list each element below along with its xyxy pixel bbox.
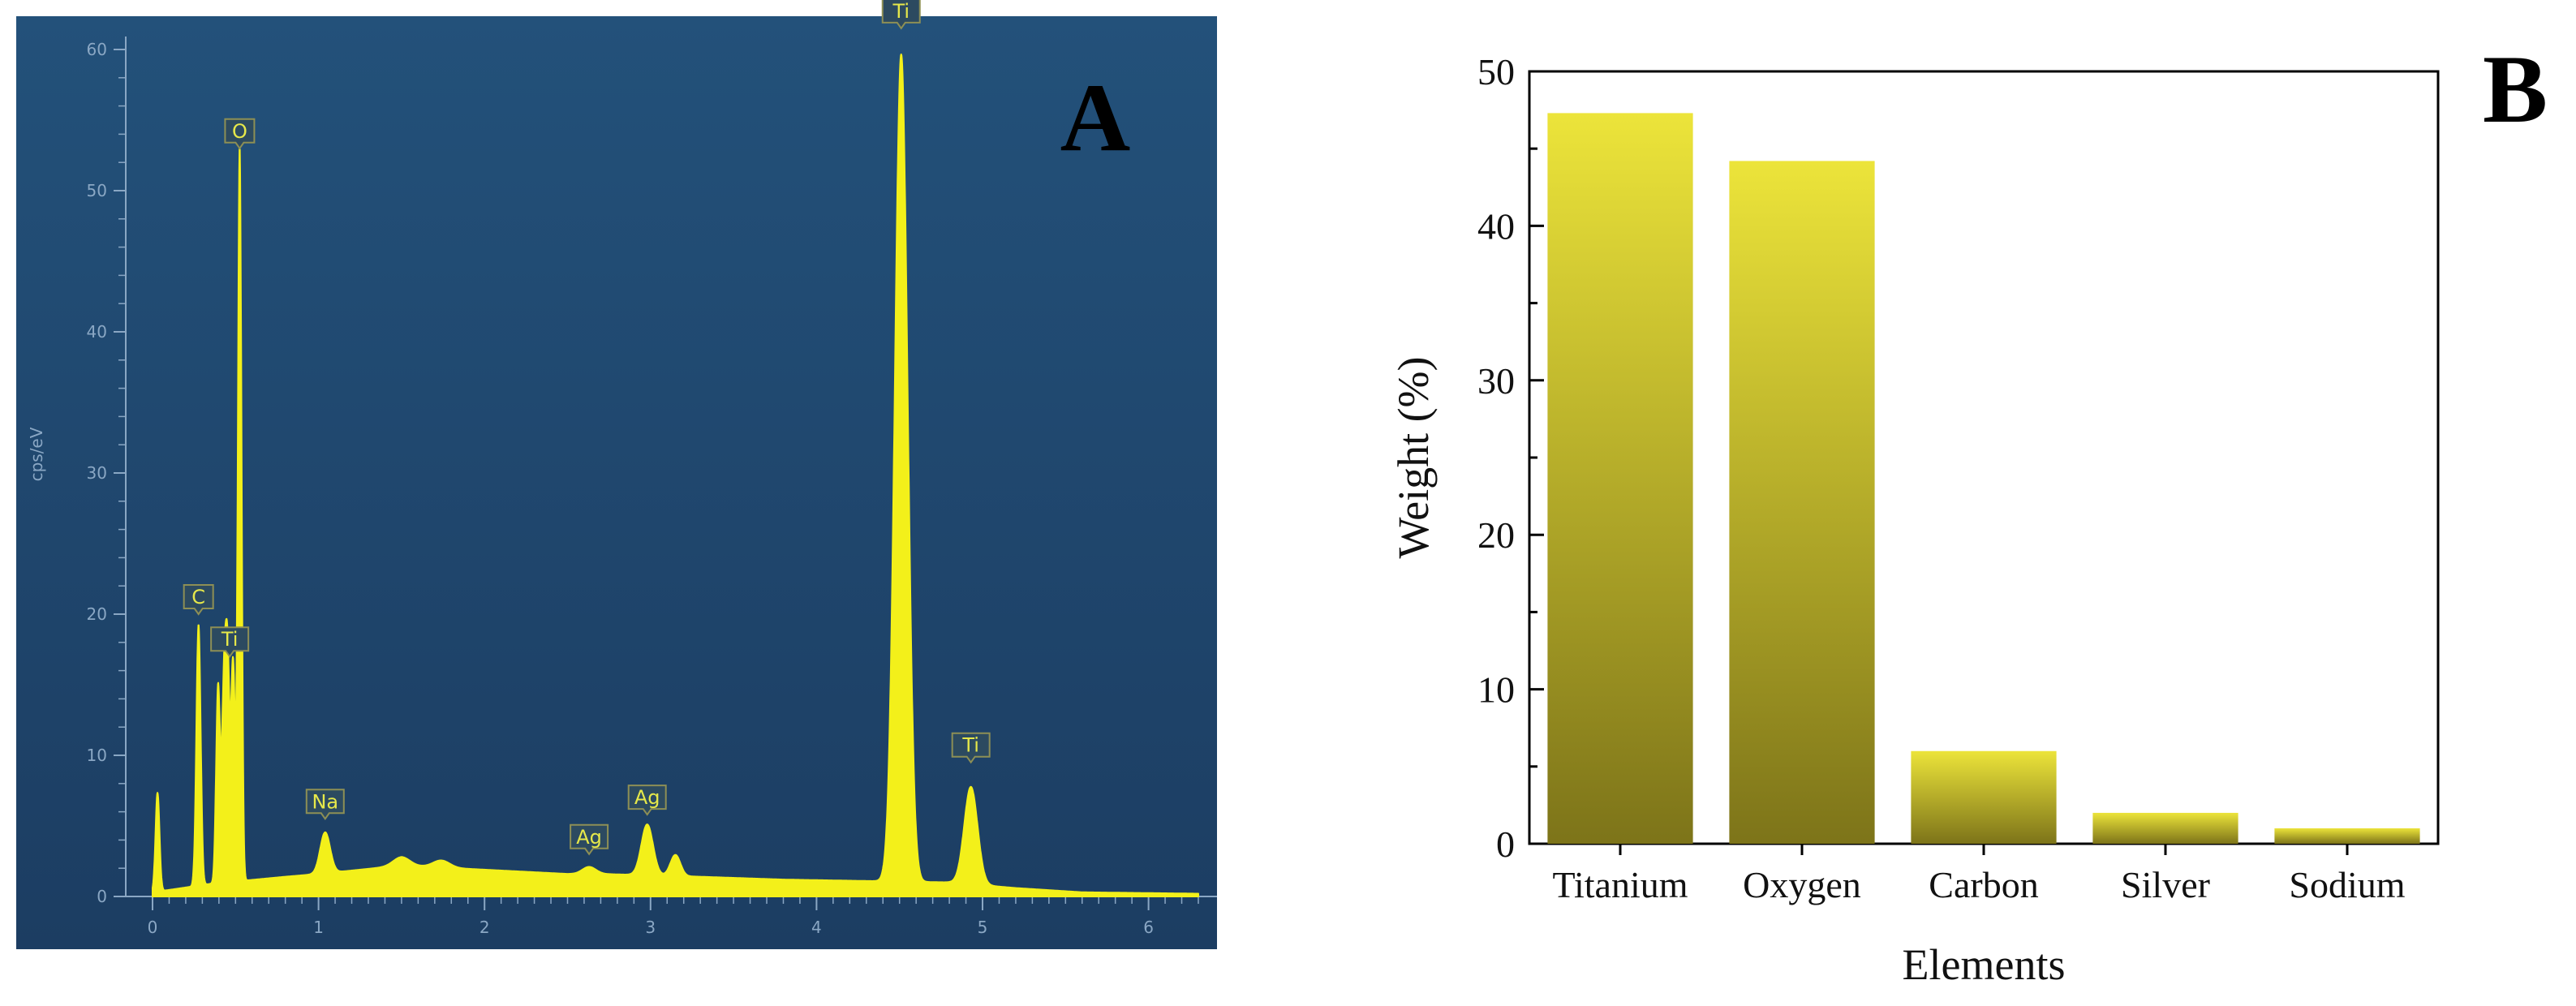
eds-peak-label-box	[210, 626, 250, 658]
eds-peak-label-text: Na	[312, 790, 338, 813]
eds-peak-label-text: Ti	[892, 0, 910, 23]
eds-x-tick-label: 2	[480, 918, 490, 937]
eds-y-ticks: 0 10 20 30 40 50 60	[87, 40, 126, 906]
eds-peak-label-box	[881, 0, 921, 30]
eds-peak-label-box	[627, 785, 667, 816]
eds-peak-label-box	[951, 732, 991, 764]
eds-peak-label-text: O	[232, 120, 247, 143]
eds-y-tick-label: 0	[97, 887, 107, 906]
eds-x-tick-label: 4	[811, 918, 822, 937]
eds-x-tick-label: 3	[645, 918, 656, 937]
bar-y-tick-label: 30	[1477, 360, 1515, 402]
eds-peak-label-ti: Ti	[951, 732, 991, 764]
eds-y-axis-label: cps/eV	[27, 427, 46, 481]
bar-y-ticks: 0 10 20 30 40 50	[1477, 51, 1544, 865]
eds-peak-label-text: Ti	[221, 628, 239, 651]
bar-y-tick-label: 0	[1496, 823, 1515, 865]
bar-sodium	[2274, 828, 2420, 844]
bar-y-axis-title: Weight (%)	[1389, 356, 1438, 558]
eds-peak-label-na: Na	[305, 789, 345, 821]
bar-y-tick-label: 20	[1477, 514, 1515, 556]
eds-y-tick-label: 30	[87, 463, 107, 483]
eds-peak-label-text: C	[191, 586, 205, 608]
eds-peak-label-box	[305, 789, 345, 821]
eds-x-ticks: 0 1 2 3 4 5 6	[148, 896, 1199, 937]
weight-bar-chart-panel: 0 10 20 30 40 50 Titanium Oxygen Carbon Silver So…	[1389, 35, 2548, 989]
bar-y-tick-label: 40	[1477, 205, 1515, 247]
eds-peak-label-ag: Ag	[627, 785, 667, 816]
eds-x-tick-label: 0	[148, 918, 158, 937]
bar-y-tick-label: 50	[1477, 51, 1515, 92]
eds-peak-label-box	[570, 823, 609, 856]
bar-oxygen	[1729, 161, 1875, 844]
eds-peak-label-box	[183, 584, 214, 616]
eds-x-tick-label: 6	[1143, 918, 1154, 937]
bar-carbon	[1911, 750, 2057, 844]
eds-spectrum-signal	[152, 54, 1199, 897]
eds-y-tick-label: 50	[87, 181, 107, 200]
eds-peak-label-o: O	[224, 118, 256, 150]
eds-y-tick-label: 40	[87, 322, 107, 342]
eds-peak-label-text: Ti	[961, 734, 979, 757]
bar-x-tick-label: Oxygen	[1743, 864, 1861, 905]
eds-x-tick-label: 1	[313, 918, 324, 937]
eds-peak-label-ti: Ti	[210, 626, 250, 658]
bar-x-tick-label: Titanium	[1552, 864, 1688, 905]
eds-spectrum-panel: 0 10 20 30 40 50 60 0 1 2 3 4 5 6 cps/eV O Ti C Ti Na Ag A…	[16, 0, 1217, 949]
eds-peak-label-c: C	[183, 584, 214, 616]
eds-peak-label-text: Ag	[634, 786, 660, 809]
bar-series	[1547, 113, 2420, 844]
bar-x-axis-title: Elements	[1903, 940, 2066, 989]
bar-x-tick-label: Silver	[2121, 864, 2210, 905]
eds-peak-label-ti: Ti	[881, 0, 921, 30]
bar-x-tick-label: Sodium	[2289, 864, 2405, 905]
panel-label-b: B	[2483, 35, 2548, 143]
eds-peak-label-text: Ag	[576, 826, 602, 849]
eds-x-tick-label: 5	[978, 918, 988, 937]
eds-peak-label-box	[224, 118, 256, 150]
bar-x-ticks: Titanium Oxygen Carbon Silver Sodium	[1552, 844, 2406, 905]
bar-titanium	[1547, 113, 1693, 844]
panel-label-a: A	[1060, 63, 1131, 171]
bar-silver	[2092, 812, 2238, 844]
eds-peak-labels: O Ti C Ti Na Ag Ag Ti	[183, 0, 991, 856]
eds-y-tick-label: 10	[87, 746, 107, 765]
eds-y-tick-label: 20	[87, 604, 107, 624]
bar-y-tick-label: 10	[1477, 669, 1515, 711]
eds-peak-label-ag: Ag	[570, 823, 609, 856]
bar-x-tick-label: Carbon	[1929, 864, 2038, 905]
eds-y-tick-label: 60	[87, 40, 107, 59]
